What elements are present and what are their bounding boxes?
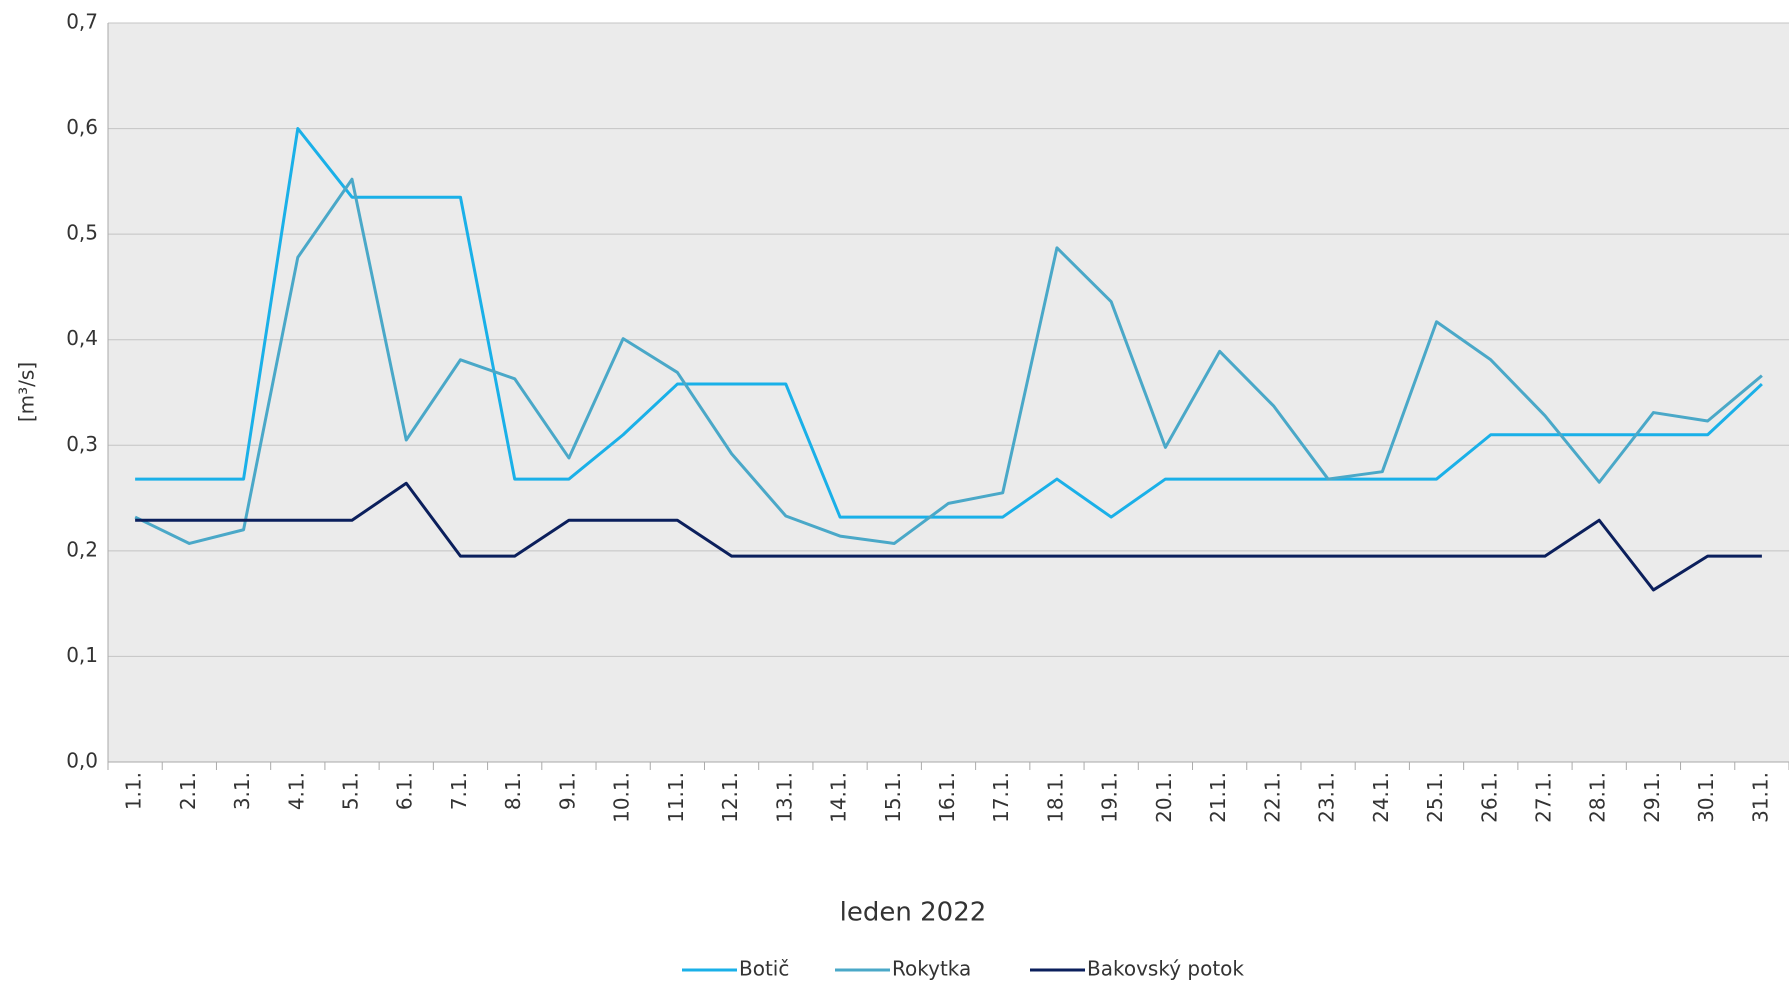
x-tick-label: 21.1. [1206, 772, 1230, 823]
x-tick-label: 6.1. [393, 772, 417, 810]
x-tick-label: 12.1. [718, 772, 742, 823]
y-axis-title: [m³/s] [15, 362, 39, 422]
x-axis-title: leden 2022 [840, 898, 987, 928]
x-tick-label: 22.1. [1260, 772, 1284, 823]
x-tick-label: 30.1. [1694, 772, 1718, 823]
y-tick-label: 0,2 [66, 537, 98, 561]
y-tick-label: 0,5 [66, 221, 98, 245]
x-tick-label: 25.1. [1423, 772, 1447, 823]
line-series [135, 127, 1763, 519]
x-tick-label: 8.1. [501, 772, 525, 810]
legend-label: Botič [739, 957, 789, 981]
legend-label: Bakovský potok [1087, 957, 1244, 981]
x-tick-label: 13.1. [772, 772, 796, 823]
x-tick-label: 3.1. [230, 772, 254, 810]
x-tick-label: 19.1. [1098, 772, 1122, 823]
x-tick-label: 11.1. [664, 772, 688, 823]
x-tick-label: 9.1. [555, 772, 579, 810]
x-tick-label: 17.1. [989, 772, 1013, 823]
x-tick-label: 20.1. [1152, 772, 1176, 823]
x-tick-label: 16.1. [935, 772, 959, 823]
y-tick-label: 0,6 [66, 115, 98, 139]
x-tick-label: 7.1. [447, 772, 471, 810]
y-tick-label: 0,1 [66, 643, 98, 667]
x-tick-label: 1.1. [122, 772, 146, 810]
legend-label: Rokytka [892, 957, 971, 981]
x-tick-label: 26.1. [1477, 772, 1501, 823]
y-tick-label: 0,4 [66, 326, 98, 350]
x-tick-label: 31.1. [1748, 772, 1772, 823]
x-tick-label: 4.1. [284, 772, 308, 810]
x-tick-label: 15.1. [881, 772, 905, 823]
x-tick-label: 29.1. [1640, 772, 1664, 823]
x-tick-label: 2.1. [176, 772, 200, 810]
x-tick-label: 5.1. [339, 772, 363, 810]
x-tick-label: 24.1. [1369, 772, 1393, 823]
x-tick-label: 14.1. [827, 772, 851, 823]
line-series [134, 177, 1763, 545]
x-tick-label: 23.1. [1315, 772, 1339, 823]
plot-area [108, 23, 1789, 762]
x-tick-label: 18.1. [1043, 772, 1067, 823]
y-tick-label: 0,7 [66, 10, 98, 34]
y-tick-label: 0,3 [66, 432, 98, 456]
x-tick-label: 27.1. [1531, 772, 1555, 823]
y-tick-label: 0,0 [66, 749, 98, 773]
x-tick-label: 10.1. [610, 772, 634, 823]
x-tick-label: 28.1. [1586, 772, 1610, 823]
line-series [135, 481, 1762, 592]
